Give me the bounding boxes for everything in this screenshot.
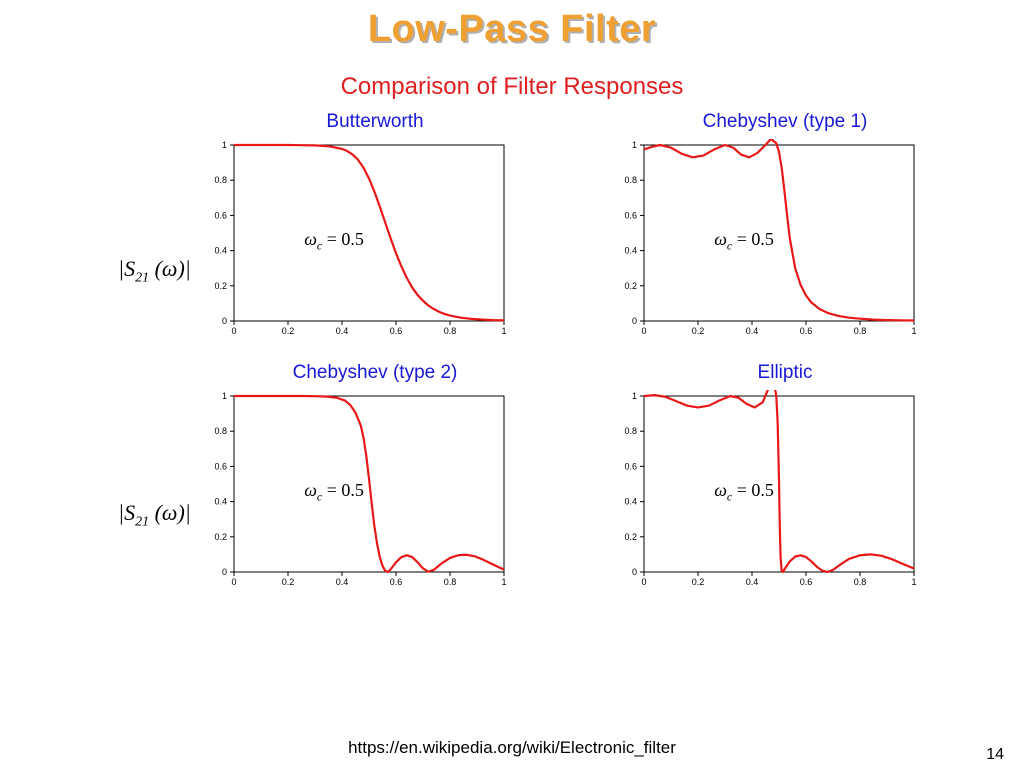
svg-text:0.6: 0.6 bbox=[390, 326, 403, 336]
panel-title: Chebyshev (type 1) bbox=[610, 111, 960, 133]
svg-text:0.6: 0.6 bbox=[624, 461, 637, 471]
svg-text:0.8: 0.8 bbox=[624, 175, 637, 185]
svg-text:1: 1 bbox=[632, 391, 637, 401]
svg-text:0.4: 0.4 bbox=[746, 577, 759, 587]
svg-text:0.2: 0.2 bbox=[214, 281, 227, 291]
page-title: Low-Pass Filter Low-Pass Filter bbox=[0, 8, 1024, 51]
svg-text:0.8: 0.8 bbox=[854, 577, 867, 587]
svg-text:0.6: 0.6 bbox=[390, 577, 403, 587]
svg-text:0: 0 bbox=[231, 326, 236, 336]
svg-text:0.2: 0.2 bbox=[692, 577, 705, 587]
svg-text:0.4: 0.4 bbox=[336, 577, 349, 587]
svg-text:0.2: 0.2 bbox=[624, 281, 637, 291]
cutoff-annotation: ωc = 0.5 bbox=[304, 229, 364, 254]
svg-text:0.8: 0.8 bbox=[624, 426, 637, 436]
panel-title: Butterworth bbox=[200, 111, 550, 133]
svg-text:0.4: 0.4 bbox=[746, 326, 759, 336]
svg-text:0.6: 0.6 bbox=[214, 461, 227, 471]
svg-text:0.6: 0.6 bbox=[214, 210, 227, 220]
panel-elliptic: Elliptic 0 0.2 0.4 0.6 0.8 1 0 0.2 0.4 0.6 0.8 1 ωc =… bbox=[610, 362, 960, 595]
svg-text:1: 1 bbox=[222, 391, 227, 401]
svg-text:0.4: 0.4 bbox=[624, 497, 637, 507]
svg-text:0.8: 0.8 bbox=[444, 326, 457, 336]
y-axis-label-row2: |S21 (ω)| bbox=[118, 500, 191, 530]
source-url: https://en.wikipedia.org/wiki/Electronic… bbox=[0, 738, 1024, 758]
svg-text:0.6: 0.6 bbox=[800, 326, 813, 336]
cutoff-annotation: ωc = 0.5 bbox=[714, 229, 774, 254]
panel-title: Elliptic bbox=[610, 362, 960, 384]
svg-text:0.4: 0.4 bbox=[214, 497, 227, 507]
panel-butterworth: Butterworth 0 0.2 0.4 0.6 0.8 1 0 0.2 0.4 0.6 0.8 1 ω… bbox=[200, 111, 550, 344]
svg-text:0: 0 bbox=[632, 316, 637, 326]
panel-title: Chebyshev (type 2) bbox=[200, 362, 550, 384]
panel-cheby1: Chebyshev (type 1) 0 0.2 0.4 0.6 0.8 1 0 0.2 0.4 0… bbox=[610, 111, 960, 344]
svg-text:1: 1 bbox=[911, 326, 916, 336]
svg-text:0.8: 0.8 bbox=[214, 175, 227, 185]
svg-text:0: 0 bbox=[641, 326, 646, 336]
svg-text:0: 0 bbox=[641, 577, 646, 587]
svg-text:1: 1 bbox=[501, 577, 506, 587]
svg-text:0.2: 0.2 bbox=[282, 577, 295, 587]
page-number: 14 bbox=[986, 746, 1004, 764]
panel-cheby2: Chebyshev (type 2) 0 0.2 0.4 0.6 0.8 1 0 0.2 0.4 0… bbox=[200, 362, 550, 595]
svg-text:0.2: 0.2 bbox=[282, 326, 295, 336]
svg-text:0.8: 0.8 bbox=[444, 577, 457, 587]
svg-text:1: 1 bbox=[911, 577, 916, 587]
y-axis-label-row1: |S21 (ω)| bbox=[118, 256, 191, 286]
svg-text:0.8: 0.8 bbox=[854, 326, 867, 336]
svg-text:1: 1 bbox=[632, 140, 637, 150]
svg-text:0: 0 bbox=[222, 567, 227, 577]
svg-text:0.2: 0.2 bbox=[692, 326, 705, 336]
svg-text:0.2: 0.2 bbox=[624, 532, 637, 542]
svg-text:0.6: 0.6 bbox=[624, 210, 637, 220]
cutoff-annotation: ωc = 0.5 bbox=[304, 480, 364, 505]
svg-text:0: 0 bbox=[632, 567, 637, 577]
svg-text:0.8: 0.8 bbox=[214, 426, 227, 436]
svg-text:0: 0 bbox=[231, 577, 236, 587]
svg-text:1: 1 bbox=[222, 140, 227, 150]
svg-text:0.2: 0.2 bbox=[214, 532, 227, 542]
cutoff-annotation: ωc = 0.5 bbox=[714, 480, 774, 505]
svg-text:0.6: 0.6 bbox=[800, 577, 813, 587]
svg-text:0: 0 bbox=[222, 316, 227, 326]
svg-text:0.4: 0.4 bbox=[336, 326, 349, 336]
svg-text:0.4: 0.4 bbox=[214, 246, 227, 256]
subtitle: Comparison of Filter Responses bbox=[0, 73, 1024, 101]
svg-text:0.4: 0.4 bbox=[624, 246, 637, 256]
svg-text:1: 1 bbox=[501, 326, 506, 336]
